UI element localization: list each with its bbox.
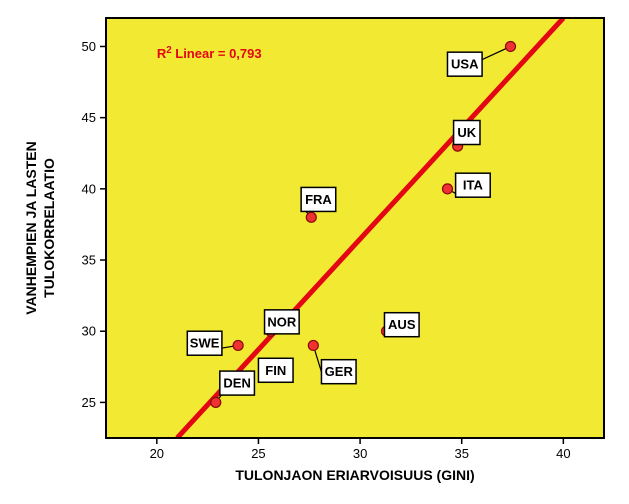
- y-tick-label: 45: [82, 110, 96, 125]
- y-tick-label: 50: [82, 39, 96, 54]
- data-point: [505, 41, 515, 51]
- x-tick-label: 20: [150, 446, 164, 461]
- data-point: [233, 340, 243, 350]
- scatter-chart: DEN SWE FIN NOR GER FRA AUS ITA UK USA 20 25 30 35 40 2…: [0, 0, 629, 504]
- point-label: AUS: [388, 317, 416, 332]
- point-label: ITA: [463, 178, 484, 193]
- point-label: SWE: [190, 336, 220, 351]
- point-label: DEN: [223, 376, 250, 391]
- y-axis-label-2: TULOKORRELAATIO: [41, 158, 57, 298]
- data-point: [442, 184, 452, 194]
- point-label: FRA: [305, 192, 332, 207]
- x-tick-label: 35: [454, 446, 468, 461]
- data-point: [308, 340, 318, 350]
- y-tick-label: 35: [82, 253, 96, 268]
- y-tick-label: 25: [82, 395, 96, 410]
- r-squared-annotation: R2 Linear = 0,793: [157, 44, 262, 61]
- point-label: UK: [457, 125, 476, 140]
- data-point: [211, 397, 221, 407]
- chart-svg: DEN SWE FIN NOR GER FRA AUS ITA UK USA 20 25 30 35 40 2…: [0, 0, 629, 504]
- x-tick-label: 30: [353, 446, 367, 461]
- data-point: [306, 212, 316, 222]
- point-label: NOR: [267, 314, 297, 329]
- point-label: FIN: [265, 363, 286, 378]
- point-label: GER: [325, 364, 354, 379]
- y-tick-label: 30: [82, 324, 96, 339]
- x-tick-label: 25: [251, 446, 265, 461]
- y-tick-label: 40: [82, 181, 96, 196]
- x-tick-label: 40: [556, 446, 570, 461]
- point-label: USA: [451, 57, 479, 72]
- y-axis-label-group: VANHEMPIEN JA LASTENTULOKORRELAATIO: [23, 141, 57, 314]
- y-axis-label-1: VANHEMPIEN JA LASTEN: [23, 141, 39, 314]
- x-axis-label: TULONJAON ERIARVOISUUS (GINI): [235, 467, 474, 483]
